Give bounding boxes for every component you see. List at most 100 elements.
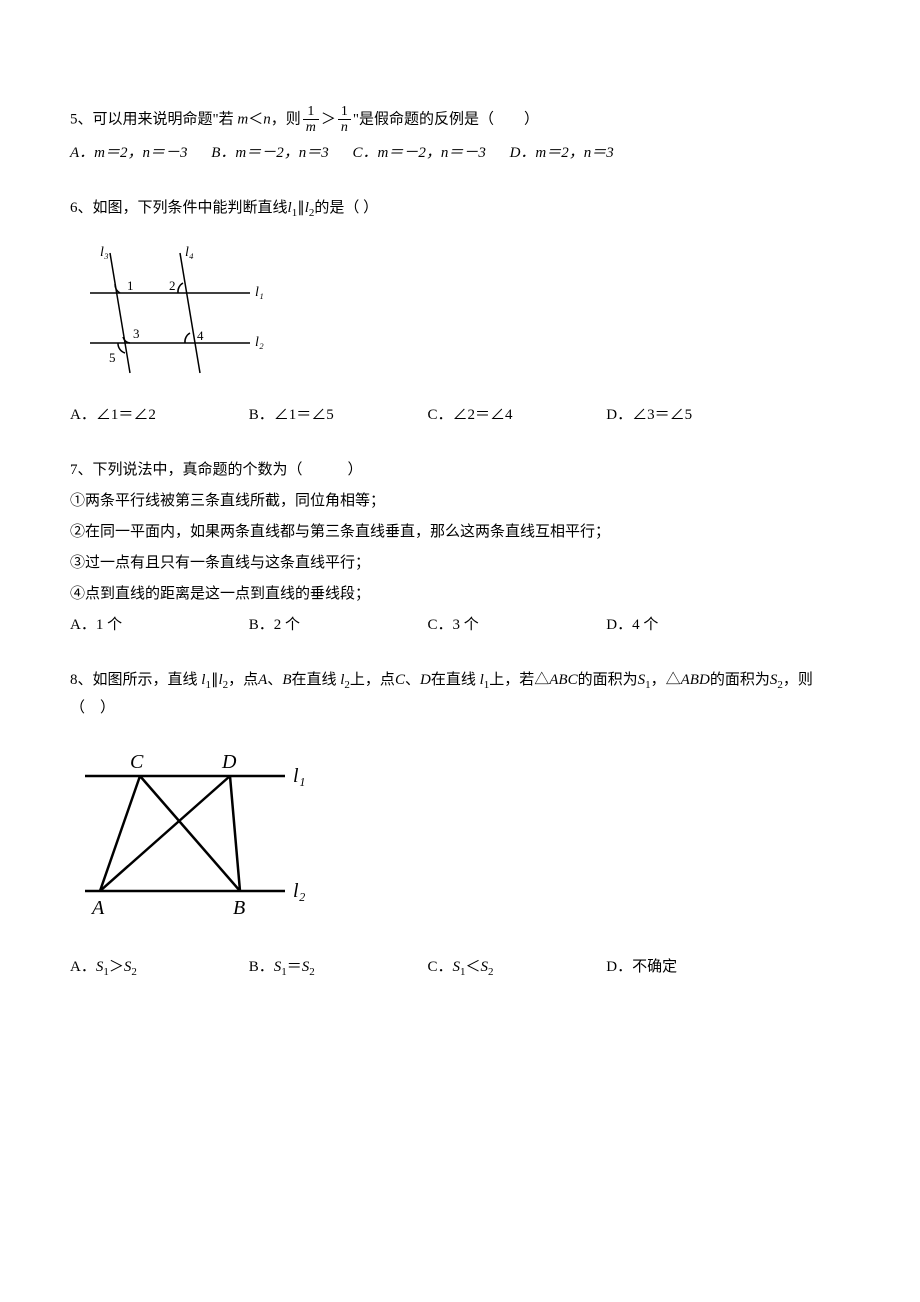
q7-statement-2: ②在同一平面内，如果两条直线都与第三条直线垂直，那么这两条直线互相平行； <box>70 519 850 546</box>
q8-svg: C D A B l₁ l₂ <box>70 736 330 926</box>
q8-a-pre: A． <box>70 959 96 975</box>
q7-statement-3: ③过一点有且只有一条直线与这条直线平行； <box>70 550 850 577</box>
label-C: C <box>130 751 144 773</box>
q8-b-s2: S2 <box>302 959 315 975</box>
q8-a-s2: S2 <box>124 959 137 975</box>
q8-opt-a: A．S1＞S2 <box>70 954 245 983</box>
q8-c-pre: C． <box>428 959 453 975</box>
q8-b-s1: S1 <box>274 959 287 975</box>
question-6: 6、如图，下列条件中能判断直线l1∥l2的是（ ） l₃ l₄ l₁ l₂ <box>70 195 850 429</box>
question-7: 7、下列说法中，真命题的个数为（ ） ①两条平行线被第三条直线所截，同位角相等；… <box>70 457 850 639</box>
arc-3 <box>123 337 130 343</box>
q7-opt-c: C．3 个 <box>428 612 603 639</box>
q5-comma-then: ，则 <box>271 111 301 127</box>
q5-suffix: "是假命题的反例是（ ） <box>353 111 539 127</box>
label-l1: l₁ <box>255 285 264 300</box>
q6-parallel: ∥ <box>297 200 305 216</box>
q6-pre: 6、如图，下列条件中能判断直线 <box>70 200 288 216</box>
arc-2 <box>178 283 183 293</box>
q5-opt-a: A．m＝2，n＝－3 <box>70 140 188 167</box>
q8-tri1: 上，若△ <box>489 672 549 688</box>
q8-area-wei1: 的面积为 <box>578 672 638 688</box>
q5-stem: 5、可以用来说明命题"若 m＜n，则1m＞1n"是假命题的反例是（ ） <box>70 104 850 136</box>
frac2-num: 1 <box>338 104 351 120</box>
q8-c-s2: S2 <box>481 959 494 975</box>
q7-opt-a: A．1 个 <box>70 612 245 639</box>
q8-figure: C D A B l₁ l₂ <box>70 736 850 926</box>
frac1-den: m <box>303 120 319 135</box>
q8-tri2: ，△ <box>651 672 681 688</box>
q8-dian: ，点 <box>228 672 258 688</box>
q8-options: A．S1＞S2 B．S1＝S2 C．S1＜S2 D．不确定 <box>70 954 850 983</box>
q8-A: A <box>258 672 267 688</box>
q7-stem: 7、下列说法中，真命题的个数为（ ） <box>70 457 850 484</box>
q6-svg: l₃ l₄ l₁ l₂ 1 2 3 4 5 <box>70 238 270 388</box>
label-l1-fig: l₁ <box>293 765 306 787</box>
frac1-num: 1 <box>303 104 319 120</box>
label-l3: l₃ <box>100 245 109 260</box>
q8-sep1: 、 <box>267 672 282 688</box>
q8-stem: 8、如图所示，直线 l1∥l2，点A、B在直线 l2上，点C、D在直线 l1上，… <box>70 667 850 723</box>
q8-S2: S2 <box>770 672 783 688</box>
q5-m: m <box>237 111 248 127</box>
question-8: 8、如图所示，直线 l1∥l2，点A、B在直线 l2上，点C、D在直线 l1上，… <box>70 667 850 984</box>
line-l4 <box>180 253 200 373</box>
q8-ABC: ABC <box>549 672 577 688</box>
q5-options: A．m＝2，n＝－3 B．m＝－2，n＝3 C．m＝－2，n＝－3 D．m＝2，… <box>70 140 850 167</box>
q6-stem: 6、如图，下列条件中能判断直线l1∥l2的是（ ） <box>70 195 850 224</box>
label-angle-1: 1 <box>127 278 134 293</box>
q6-l1: l1 <box>288 200 298 216</box>
q7-statement-4: ④点到直线的距离是这一点到直线的垂线段； <box>70 581 850 608</box>
q6-options: A．∠1＝∠2 B．∠1＝∠5 C．∠2＝∠4 D．∠3＝∠5 <box>70 402 850 429</box>
q5-opt-b: B．m＝－2，n＝3 <box>211 140 329 167</box>
q6-l2: l2 <box>305 200 315 216</box>
label-B: B <box>233 897 245 919</box>
frac-1-over-m: 1m <box>303 104 319 136</box>
q8-a-s1: S1 <box>96 959 109 975</box>
q8-l1b: l1 <box>480 672 490 688</box>
q8-pre: 8、如图所示，直线 <box>70 672 201 688</box>
q8-sep2: 、 <box>405 672 420 688</box>
q8-opt-c: C．S1＜S2 <box>428 954 603 983</box>
q8-opt-d: D．不确定 <box>606 954 781 981</box>
q8-on-l2: 在直线 <box>291 672 340 688</box>
label-A: A <box>90 897 105 919</box>
q8-S1: S1 <box>638 672 651 688</box>
q8-D: D <box>420 672 431 688</box>
label-l2: l₂ <box>255 335 264 350</box>
q5-gt: ＞ <box>321 111 336 127</box>
q5-opt-c: C．m＝－2，n＝－3 <box>353 140 486 167</box>
q8-c-s1: S1 <box>453 959 466 975</box>
q6-post: 的是（ ） <box>314 200 378 216</box>
q6-opt-c: C．∠2＝∠4 <box>428 402 603 429</box>
frac-1-over-n: 1n <box>338 104 351 136</box>
label-angle-3: 3 <box>133 326 140 341</box>
line-BD <box>230 776 240 891</box>
label-l2-fig: l₂ <box>293 880 306 902</box>
q8-b-pre: B． <box>249 959 274 975</box>
line-BC <box>140 776 240 891</box>
arc-5 <box>118 343 125 353</box>
frac2-den: n <box>338 120 351 135</box>
label-D: D <box>221 751 237 773</box>
q5-prefix: 5、可以用来说明命题"若 <box>70 111 237 127</box>
q8-l2a: l2 <box>218 672 228 688</box>
q8-l1a: l1 <box>201 672 211 688</box>
q6-opt-a: A．∠1＝∠2 <box>70 402 245 429</box>
q5-lt: ＜ <box>248 111 263 127</box>
q8-c-rel: ＜ <box>466 959 481 975</box>
q7-statement-1: ①两条平行线被第三条直线所截，同位角相等； <box>70 488 850 515</box>
q6-opt-d: D．∠3＝∠5 <box>606 402 781 429</box>
q8-dian2: 上，点 <box>350 672 395 688</box>
label-angle-5: 5 <box>109 350 116 365</box>
q7-opt-b: B．2 个 <box>249 612 424 639</box>
q6-figure: l₃ l₄ l₁ l₂ 1 2 3 4 5 <box>70 238 850 388</box>
q8-a-rel: ＞ <box>109 959 124 975</box>
q8-opt-b: B．S1＝S2 <box>249 954 424 983</box>
label-l4: l₄ <box>185 245 194 260</box>
q5-opt-d: D．m＝2，n＝3 <box>510 140 614 167</box>
q7-options: A．1 个 B．2 个 C．3 个 D．4 个 <box>70 612 850 639</box>
q8-ABD: ABD <box>681 672 710 688</box>
label-angle-2: 2 <box>169 278 176 293</box>
q7-opt-d: D．4 个 <box>606 612 781 639</box>
